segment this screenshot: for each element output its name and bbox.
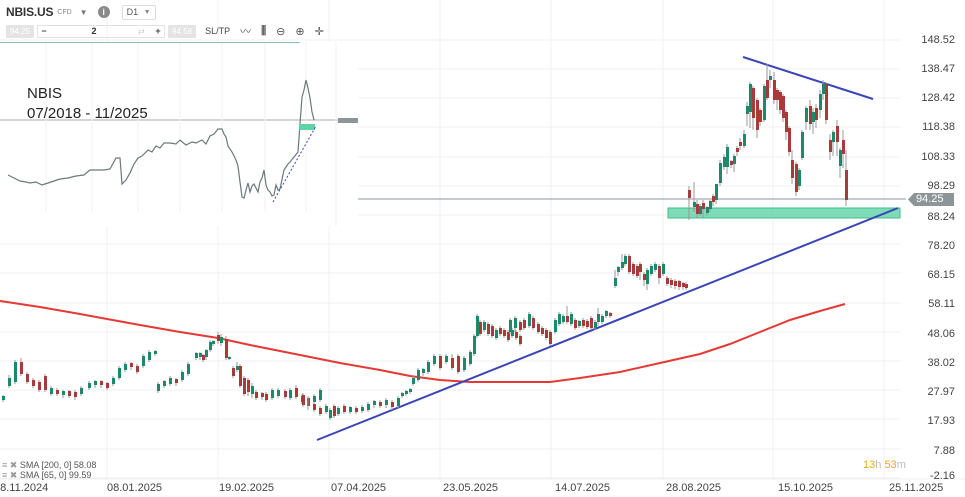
countdown-hours: 13 — [863, 459, 876, 471]
countdown-minutes-unit: m — [896, 459, 906, 471]
legend-item-sma65[interactable]: ≡ ✖ SMA [65, 0] 99.59 — [2, 470, 91, 481]
chevron-down-icon: ▼ — [143, 8, 151, 16]
price-label: 7.88 — [933, 445, 955, 457]
trade-row: 94.25 − 2 ⇄ + 94.58 SL/TP 〰 ⫼ ⊖ ⊕ ✛ — [6, 24, 324, 38]
price-label: 108.33 — [921, 151, 955, 163]
price-label: 88.24 — [927, 211, 955, 223]
support-zone[interactable] — [667, 207, 901, 219]
candlesticks — [2, 64, 848, 420]
legend-item-sma200[interactable]: ≡ ✖ SMA [200, 0] 58.08 — [2, 460, 96, 471]
inset-long-term-chart: NBIS 07/2018 - 11/2025 — [0, 42, 358, 226]
price-label: 48.06 — [927, 328, 955, 340]
price-label: 138.47 — [921, 63, 955, 75]
line-chart-icon[interactable]: 〰 — [240, 26, 252, 38]
price-label: 98.29 — [927, 180, 955, 192]
timeframe-value: D1 — [126, 7, 139, 17]
settings-icon[interactable]: ≡ — [2, 460, 8, 470]
rising-trendline[interactable] — [316, 207, 899, 441]
swap-icon[interactable]: ⇄ — [138, 26, 145, 36]
crosshair-icon[interactable]: ✛ — [314, 25, 324, 38]
volume-decrease-button[interactable]: − — [41, 26, 47, 36]
remove-indicator-icon[interactable]: ✖ — [9, 470, 18, 480]
date-label: 28.08.2025 — [666, 482, 722, 494]
price-label: 78.20 — [927, 240, 955, 252]
date-label: 08.01.2025 — [107, 482, 163, 494]
symbol-name[interactable]: NBIS.US — [6, 5, 54, 19]
buy-price-button[interactable]: 94.58 — [168, 24, 197, 38]
date-label: 25.11.2025 — [889, 482, 944, 494]
price-label: 17.93 — [927, 415, 955, 427]
info-icon[interactable]: i — [97, 6, 110, 18]
price-label: 148.52 — [921, 34, 955, 46]
legend-label: SMA [65, 0] 99.59 — [19, 470, 92, 480]
inset-chart-graphic — [0, 42, 358, 226]
zoom-out-icon[interactable]: ⊖ — [276, 25, 286, 38]
countdown-hours-unit: h — [875, 459, 882, 471]
price-label: -2.16 — [929, 470, 955, 482]
candles-icon[interactable]: ⫼ — [261, 24, 267, 37]
volume-input[interactable]: 2 — [91, 26, 97, 36]
price-label: 118.38 — [922, 121, 955, 133]
price-label: 58.11 — [928, 298, 955, 310]
inset-title: NBIS 07/2018 - 11/2025 — [27, 84, 148, 124]
legend-label: SMA [200, 0] 58.08 — [19, 460, 97, 470]
caret-down-icon[interactable]: ▼ — [79, 7, 88, 17]
symbol-row: NBIS.US CFD ▼ i D1 ▼ — [6, 4, 156, 20]
price-label: 68.15 — [927, 269, 955, 281]
chart-toolbar: NBIS.US CFD ▼ i D1 ▼ 94.25 − 2 ⇄ + 94.58… — [0, 0, 965, 42]
inset-title-symbol: NBIS — [27, 85, 63, 102]
date-label: 07.04.2025 — [331, 482, 387, 494]
current-price-tag: 94.25 — [908, 193, 954, 206]
settings-icon[interactable]: ≡ — [2, 470, 8, 480]
candle-countdown: 13h 53m — [863, 459, 906, 471]
price-label: 38.02 — [927, 357, 955, 369]
price-label: 27.97 — [927, 386, 955, 398]
sma-200-line[interactable] — [0, 300, 846, 383]
date-label: 18.11.2024 — [0, 482, 49, 494]
date-label: 14.07.2025 — [555, 482, 611, 494]
remove-indicator-icon[interactable]: ✖ — [9, 460, 18, 470]
price-label: 128.42 — [921, 92, 955, 104]
volume-increase-button[interactable]: + — [155, 26, 161, 36]
date-label: 23.05.2025 — [443, 482, 499, 494]
instrument-type: CFD — [57, 8, 72, 16]
volume-stepper[interactable]: − 2 ⇄ + — [37, 24, 166, 38]
date-label: 15.10.2025 — [778, 482, 834, 494]
countdown-minutes: 53 — [884, 459, 897, 471]
inset-title-range: 07/2018 - 11/2025 — [27, 105, 148, 122]
sell-price-button[interactable]: 94.25 — [6, 24, 35, 38]
timeframe-select[interactable]: D1 ▼ — [121, 4, 156, 20]
sltp-button[interactable]: SL/TP — [205, 26, 231, 36]
falling-trendline[interactable] — [742, 56, 874, 100]
date-label: 19.02.2025 — [219, 482, 275, 494]
zoom-in-icon[interactable]: ⊕ — [295, 25, 305, 38]
